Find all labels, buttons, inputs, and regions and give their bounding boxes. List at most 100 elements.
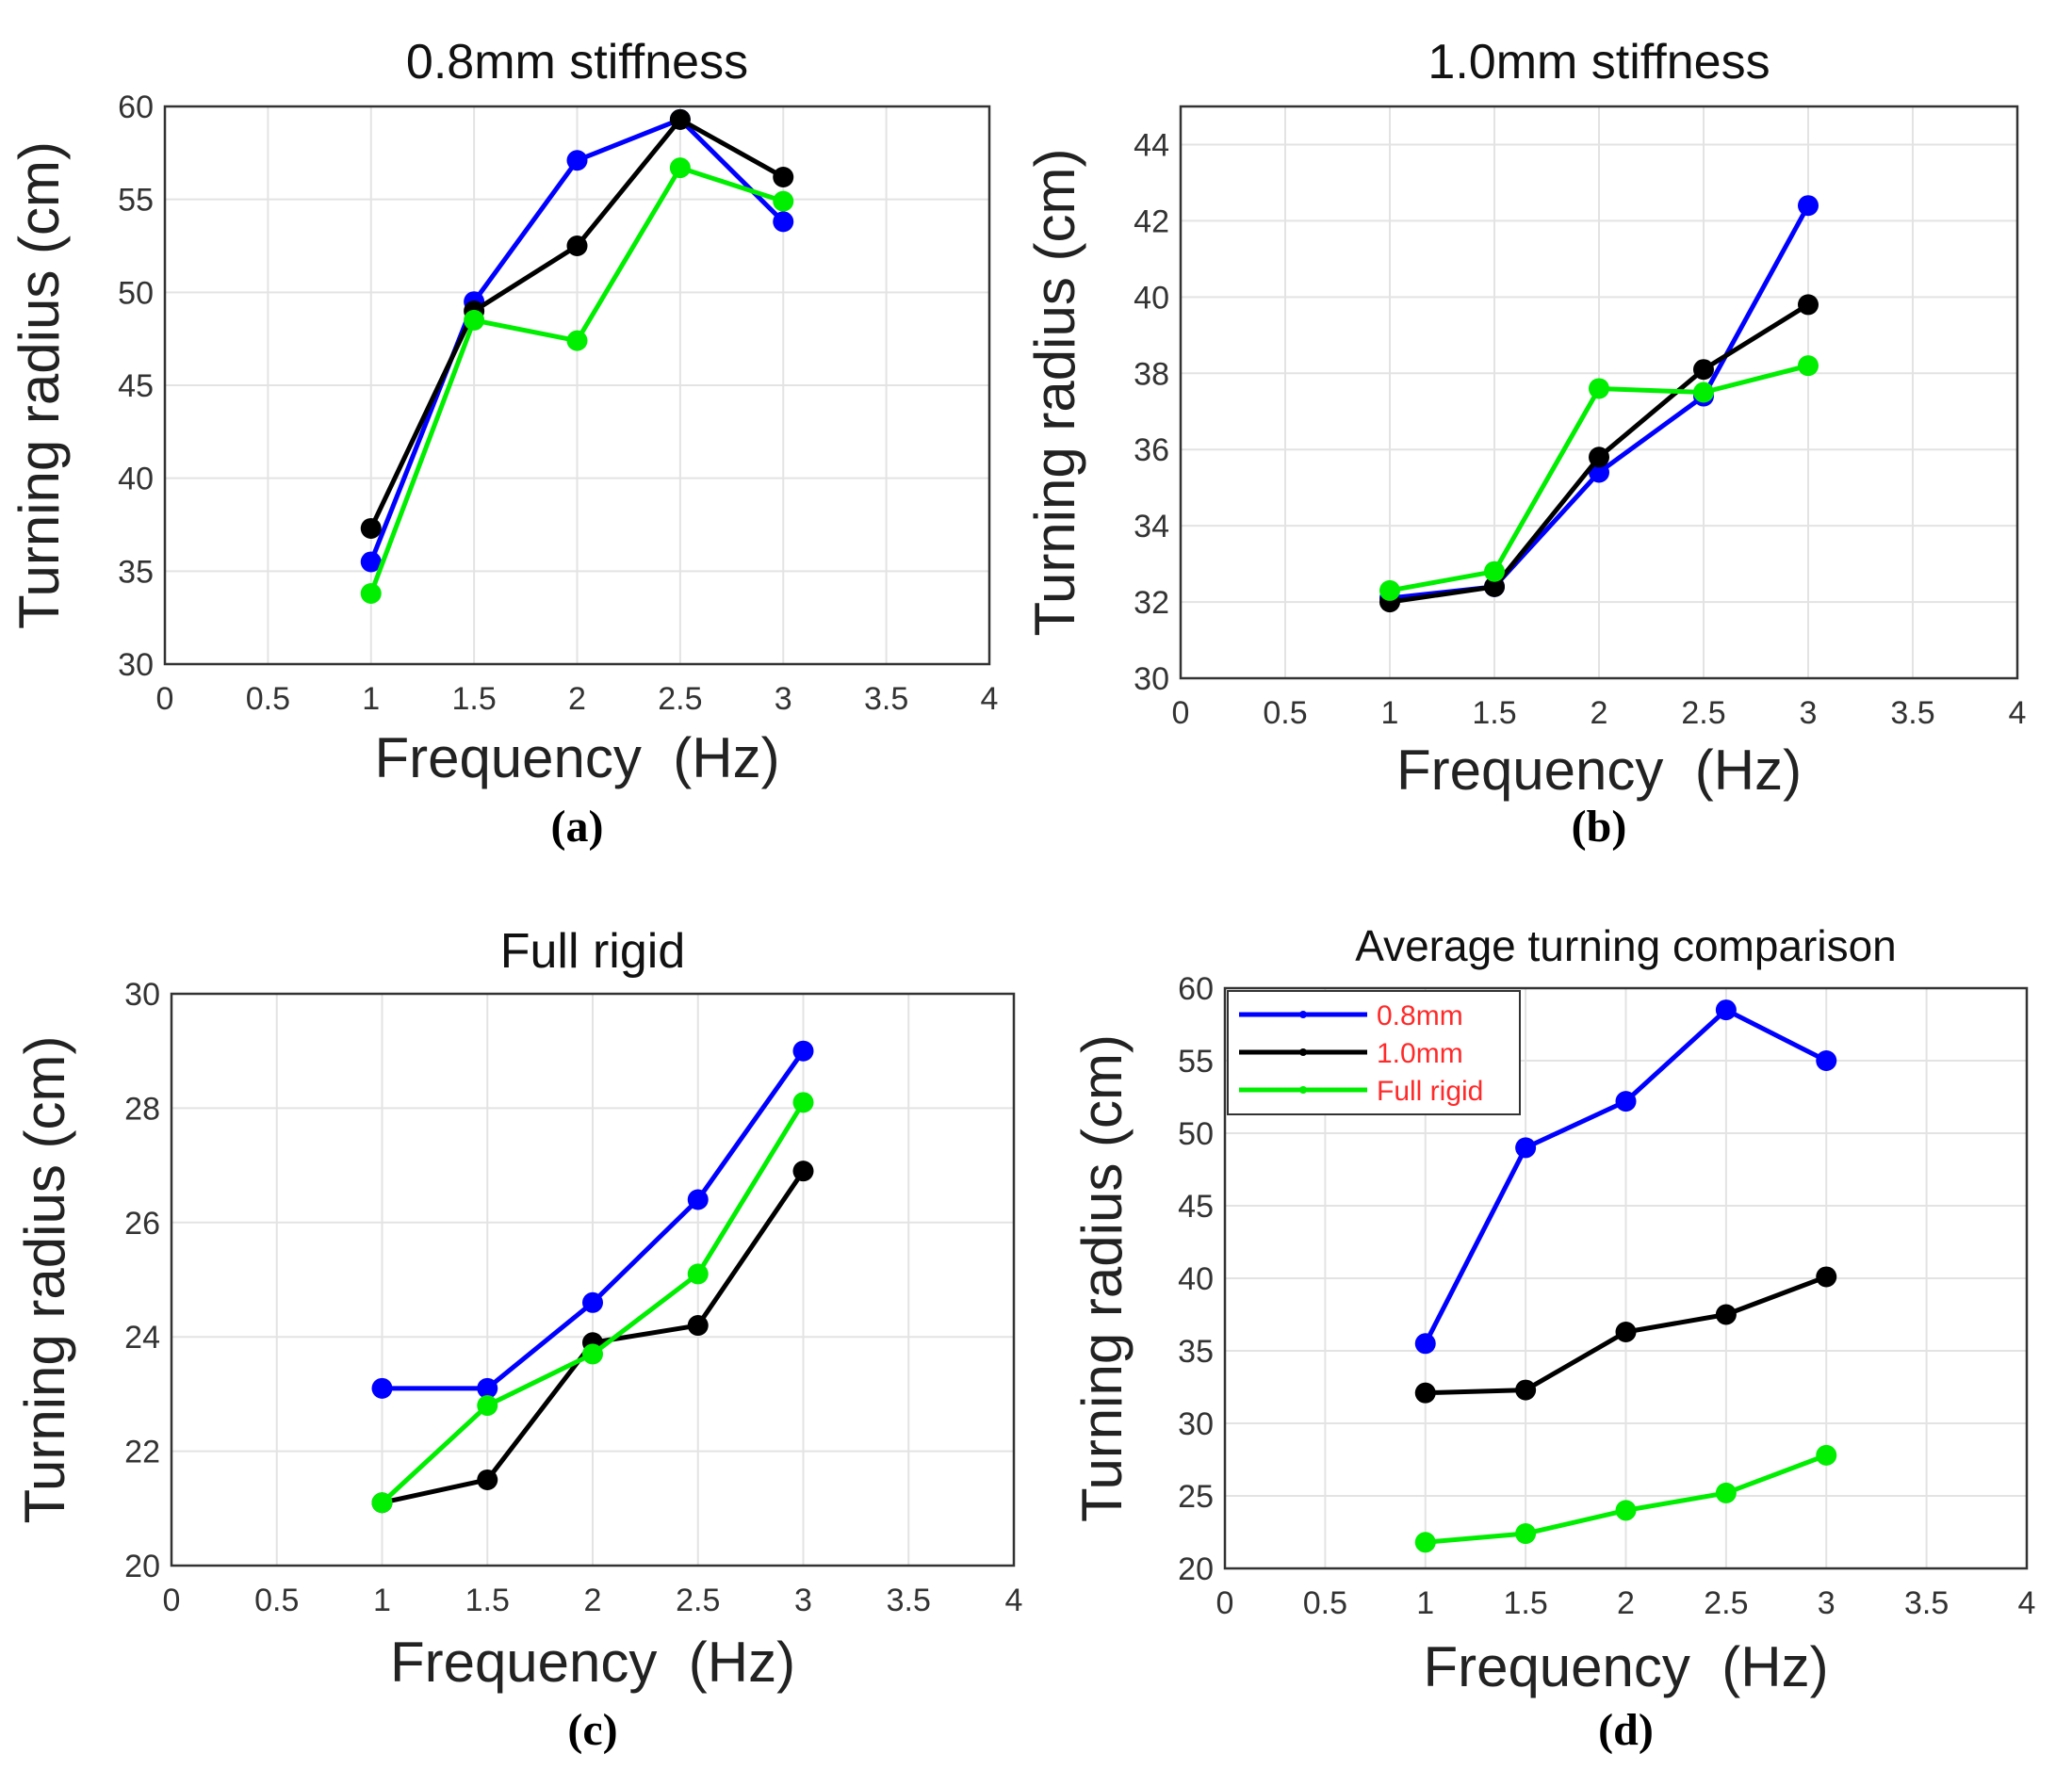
data-point: [477, 1469, 498, 1490]
data-point: [1615, 1091, 1637, 1112]
data-point: [582, 1291, 603, 1313]
data-point: [566, 150, 588, 171]
data-point: [1414, 1382, 1436, 1404]
legend-marker: [1299, 1086, 1307, 1094]
chart-panel-b: 0 0.5 1 1.5 2 2.5 3 3.5 4 30 32 34 36 38 40 42 44 1.0mm s…: [1023, 35, 2026, 852]
y-tick-label: 35: [1178, 1334, 1214, 1370]
y-tick-label: 35: [118, 554, 154, 590]
data-point: [669, 157, 691, 179]
data-point: [773, 166, 794, 187]
data-point: [1414, 1333, 1436, 1355]
y-tick-label: 45: [1178, 1189, 1214, 1225]
data-point: [566, 330, 588, 351]
data-point: [1693, 359, 1714, 381]
x-tick-label: 0: [156, 681, 174, 717]
x-tick-label: 0.5: [1263, 695, 1307, 731]
series-0-8mm: [1414, 999, 1837, 1355]
data-point: [792, 1040, 814, 1062]
x-axis-label: Frequency (Hz): [1396, 739, 1802, 802]
data-point: [687, 1315, 709, 1337]
data-point: [1379, 579, 1400, 601]
x-tick-label: 0.5: [246, 681, 290, 717]
x-tick-label: 0.5: [1303, 1585, 1347, 1621]
x-tick-label: 3.5: [864, 681, 908, 717]
y-tick-label: 55: [118, 183, 154, 219]
y-tick-label: 36: [1134, 432, 1169, 468]
y-tick-label: 32: [1134, 585, 1169, 621]
y-tick-label: 60: [118, 89, 154, 125]
y-axis-label: Turning radius (cm): [1023, 149, 1086, 637]
data-point: [360, 517, 382, 539]
axes-frame: [170, 992, 1016, 1567]
y-axis-label: Turning radius (cm): [13, 1036, 76, 1524]
data-point: [1798, 355, 1819, 377]
panel-caption: (b): [1572, 802, 1627, 852]
x-tick-label: 1.5: [1503, 1585, 1547, 1621]
panel-caption: (c): [567, 1705, 617, 1755]
x-axis-label: Frequency (Hz): [374, 726, 779, 789]
series-full-rigid: [1414, 1444, 1837, 1553]
axes-frame: [1179, 105, 2019, 680]
y-tick-label: 38: [1134, 356, 1169, 392]
x-tick-label: 1.5: [451, 681, 496, 717]
x-tick-label: 1: [373, 1583, 391, 1618]
data-point: [360, 551, 382, 573]
chart-title: 0.8mm stiffness: [406, 35, 748, 89]
chart-title: Full rigid: [500, 924, 686, 979]
series-full-rigid: [1379, 355, 1819, 601]
x-tick-label: 2: [1617, 1585, 1635, 1621]
y-tick-label: 42: [1134, 203, 1169, 239]
x-tick-label: 0: [1172, 695, 1190, 731]
y-tick-label: 24: [124, 1320, 160, 1356]
data-point: [1615, 1500, 1637, 1521]
y-tick-label: 26: [124, 1206, 160, 1242]
x-tick-label: 4: [2009, 695, 2027, 731]
axes-frame: [163, 105, 991, 666]
data-point: [477, 1377, 498, 1399]
data-point: [1414, 1532, 1436, 1553]
data-point: [1515, 1137, 1537, 1159]
data-point: [792, 1161, 814, 1182]
legend-marker: [1299, 1011, 1307, 1018]
chart-title: Average turning comparison: [1355, 921, 1896, 970]
data-point: [582, 1343, 603, 1365]
x-tick-label: 3: [1800, 695, 1818, 731]
y-tick-label: 55: [1178, 1044, 1214, 1080]
y-tick-label: 40: [118, 462, 154, 497]
chart-panel-c: 0 0.5 1 1.5 2 2.5 3 3.5 4 20 22 24 26 28 30 Full rigid F…: [13, 924, 1022, 1755]
legend-label: 1.0mm: [1377, 1038, 1463, 1069]
data-point: [1484, 576, 1505, 597]
y-tick-label: 20: [124, 1549, 160, 1584]
data-point: [1816, 1050, 1837, 1071]
data-point: [360, 583, 382, 605]
y-tick-label: 25: [1178, 1479, 1214, 1515]
x-tick-label: 3: [1818, 1585, 1835, 1621]
chart-title: 1.0mm stiffness: [1428, 35, 1770, 89]
data-point: [773, 211, 794, 233]
x-tick-label: 2: [568, 681, 586, 717]
data-point: [792, 1092, 814, 1113]
legend: 0.8mm 1.0mm Full rigid: [1227, 990, 1521, 1115]
x-tick-label: 1: [362, 681, 380, 717]
data-point: [477, 1395, 498, 1417]
legend-label: Full rigid: [1377, 1076, 1483, 1107]
y-tick-label: 50: [118, 275, 154, 311]
y-tick-label: 45: [118, 368, 154, 404]
x-tick-label: 3: [775, 681, 792, 717]
data-point: [687, 1189, 709, 1210]
data-point: [687, 1263, 709, 1285]
data-point: [773, 190, 794, 212]
x-tick-label: 2.5: [658, 681, 702, 717]
x-tick-label: 2: [1591, 695, 1608, 731]
data-point: [1693, 382, 1714, 403]
series-full-rigid: [371, 1092, 814, 1514]
y-tick-label: 50: [1178, 1116, 1214, 1152]
data-point: [1515, 1379, 1537, 1401]
data-point: [669, 108, 691, 130]
x-tick-label: 3.5: [1890, 695, 1934, 731]
series-1-0mm: [371, 1161, 814, 1514]
data-point: [1816, 1444, 1837, 1466]
y-tick-label: 20: [1178, 1551, 1214, 1587]
y-tick-label: 30: [1178, 1406, 1214, 1442]
